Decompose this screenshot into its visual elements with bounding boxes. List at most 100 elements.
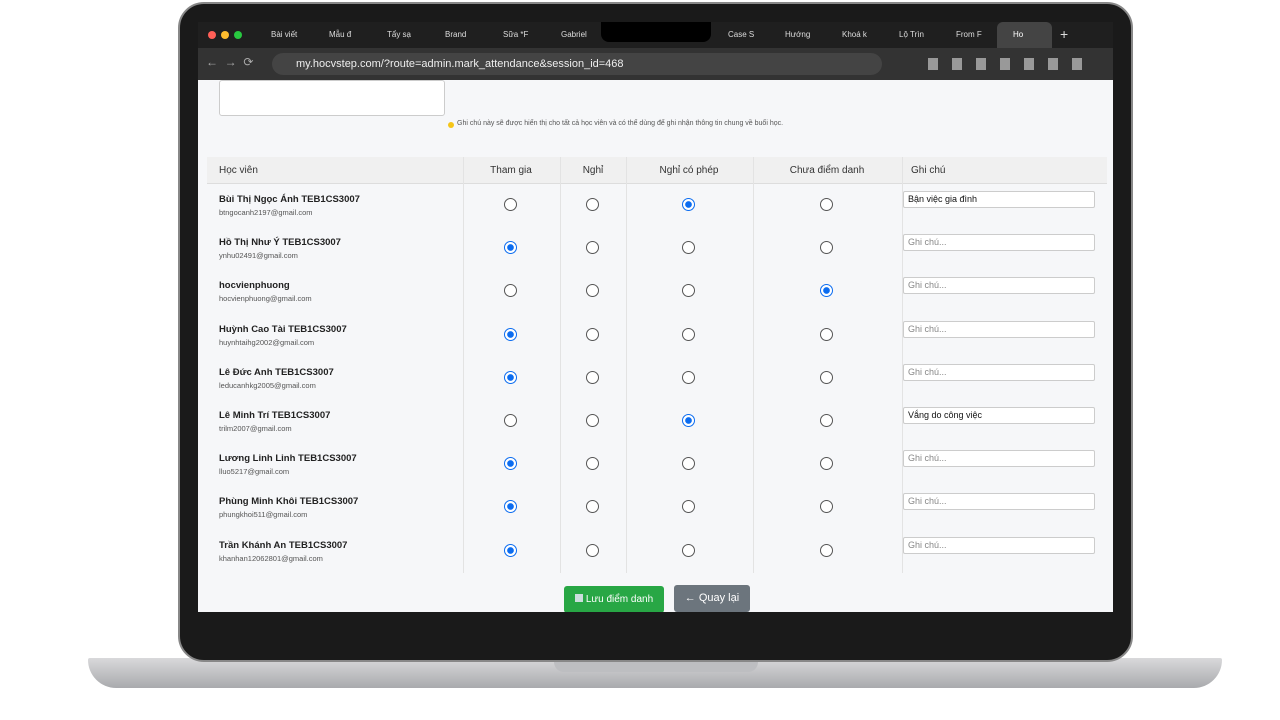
attendance-radio[interactable] (682, 500, 695, 514)
column-divider (902, 157, 903, 573)
attendance-radio[interactable] (820, 198, 833, 211)
attendance-radio[interactable] (682, 284, 695, 298)
note-input[interactable]: Vắng do công việc (903, 407, 1095, 424)
student-email: trilm2007@gmail.com (219, 424, 292, 433)
attendance-radio[interactable] (682, 543, 695, 557)
browser-tab[interactable]: Khoá k (842, 30, 867, 39)
note-input[interactable]: Ghi chú... (903, 363, 1095, 381)
note-input[interactable]: Ghi chú... (903, 450, 1095, 468)
attendance-radio[interactable] (820, 241, 833, 255)
column-header: Nghỉ (582, 165, 604, 176)
column-header: Chưa điểm danh (789, 165, 865, 176)
attendance-radio[interactable] (820, 543, 833, 557)
browser-tab[interactable]: Lộ Trìn (899, 30, 924, 39)
attendance-radio[interactable] (820, 414, 833, 427)
student-name: Lương Linh Linh TEB1CS3007 (219, 453, 357, 465)
table-header (207, 157, 1107, 184)
attendance-radio[interactable] (504, 370, 517, 384)
save-button[interactable]: Lưu điểm danh (564, 586, 664, 612)
attendance-radio[interactable] (586, 198, 599, 211)
browser-tab[interactable]: Tẩy sạ (387, 30, 412, 39)
save-icon (574, 594, 583, 602)
attendance-radio[interactable] (820, 284, 833, 298)
attendance-radio[interactable] (820, 370, 833, 384)
note-input[interactable]: Ghi chú... (903, 536, 1095, 554)
student-name: Trần Khánh An TEB1CS3007 (219, 539, 348, 551)
save-label: Lưu điểm danh (585, 594, 654, 605)
student-name: Hồ Thị Như Ý TEB1CS3007 (219, 237, 341, 249)
attendance-radio[interactable] (586, 457, 599, 471)
attendance-radio[interactable] (586, 370, 599, 384)
column-divider (560, 157, 561, 573)
url-field[interactable]: my.hocvstep.com/?route=admin.mark_attend… (272, 53, 882, 75)
browser-tab[interactable]: Hướng (785, 30, 811, 39)
browser-tab[interactable]: Bài viết (271, 30, 298, 39)
attendance-radio[interactable] (820, 500, 833, 514)
note-input[interactable]: Ghi chú... (903, 277, 1095, 295)
student-email: hocvienphuong@gmail.com (219, 294, 312, 304)
nav-icons[interactable]: ← → ⟳ (206, 55, 254, 69)
browser-tab[interactable]: Case S (728, 30, 755, 39)
attendance-radio[interactable] (682, 327, 695, 341)
column-header: Nghỉ có phép (659, 165, 719, 176)
attendance-radio[interactable] (504, 457, 517, 471)
note-input[interactable]: Bận việc gia đình (903, 191, 1095, 208)
attendance-table: Học viên Tham gia Nghỉ Nghỉ có phép Chưa điể… (198, 157, 1113, 577)
browser-window: + Bài viết Mẫu đ Tẩy sạ Brand Sữa *F Gabriel C… (198, 22, 1113, 612)
attendance-radio[interactable] (682, 241, 695, 255)
attendance-radio[interactable] (586, 500, 599, 514)
student-name: Lê Minh Trí TEB1CS3007 (219, 410, 331, 421)
student-name: Huỳnh Cao Tài TEB1CS3007 (219, 323, 347, 335)
column-divider (463, 157, 464, 573)
min-dot[interactable] (221, 31, 229, 39)
attendance-radio[interactable] (586, 327, 599, 341)
student-name: Bùi Thị Ngọc Ánh TEB1CS3007 (219, 194, 360, 205)
new-tab[interactable]: + (1060, 26, 1069, 42)
browser-tab[interactable]: Ho (997, 22, 1052, 48)
student-email: ynhu02491@gmail.com (219, 251, 298, 261)
browser-tab[interactable]: Gabriel (561, 30, 587, 39)
attendance-radio[interactable] (682, 414, 695, 427)
student-email: phungkhoi511@gmail.com (219, 510, 308, 520)
attendance-radio[interactable] (504, 500, 517, 514)
attendance-radio[interactable] (682, 370, 695, 384)
back-button[interactable]: ← Quay lại (674, 585, 750, 612)
attendance-radio[interactable] (504, 241, 517, 255)
student-email: leducanhkg2005@gmail.com (219, 380, 316, 390)
student-email: khanhan12062801@gmail.com (219, 553, 323, 563)
toolbar-icons[interactable] (928, 58, 1088, 70)
attendance-radio[interactable] (820, 457, 833, 471)
attendance-radio[interactable] (586, 543, 599, 557)
attendance-radio[interactable] (504, 198, 517, 211)
column-header: Ghi chú (911, 165, 946, 176)
attendance-radio[interactable] (820, 327, 833, 341)
attendance-radio[interactable] (586, 241, 599, 255)
attendance-radio[interactable] (586, 284, 599, 298)
close-dot[interactable] (208, 31, 216, 39)
browser-tab[interactable]: Sữa *F (503, 30, 529, 39)
attendance-radio[interactable] (504, 414, 517, 427)
attendance-radio[interactable] (586, 414, 599, 427)
attendance-radio[interactable] (504, 327, 517, 341)
attendance-radio[interactable] (504, 284, 517, 298)
browser-tab[interactable]: Brand (445, 30, 467, 39)
hint-icon (448, 122, 454, 128)
note-input[interactable]: Ghi chú... (903, 320, 1095, 338)
student-email: lluo5217@gmail.com (219, 467, 290, 477)
column-header: Tham gia (490, 165, 532, 176)
student-name: Phùng Minh Khôi TEB1CS3007 (219, 496, 359, 508)
attendance-radio[interactable] (504, 543, 517, 557)
camera-notch (601, 22, 711, 42)
note-input[interactable]: Ghi chú... (903, 234, 1095, 252)
note-input[interactable]: Ghi chú... (903, 493, 1095, 511)
student-name: Lê Đức Anh TEB1CS3007 (219, 366, 334, 378)
attendance-radio[interactable] (682, 457, 695, 471)
browser-tab[interactable]: Mẫu đ (329, 30, 352, 39)
max-dot[interactable] (234, 31, 242, 39)
student-email: huynhtaihg2002@gmail.com (219, 337, 315, 347)
session-note-textarea[interactable] (219, 80, 445, 116)
attendance-radio[interactable] (682, 198, 695, 211)
student-name: hocvienphuong (219, 280, 290, 292)
browser-tab[interactable]: From F (956, 30, 982, 39)
